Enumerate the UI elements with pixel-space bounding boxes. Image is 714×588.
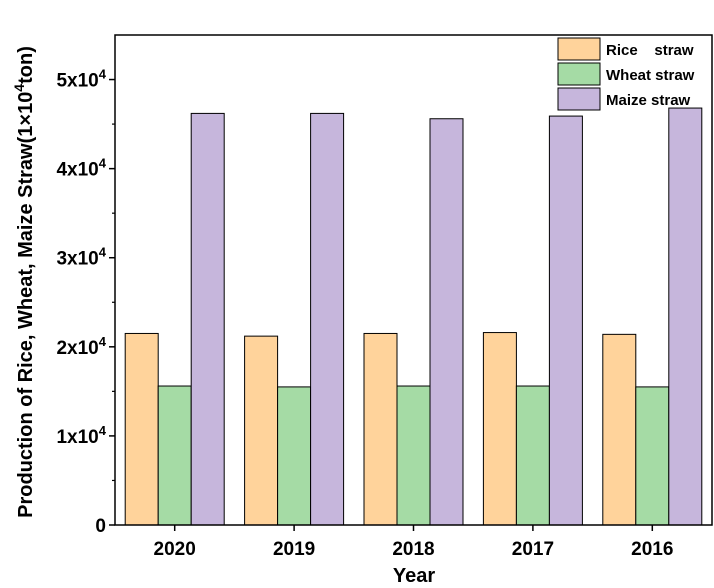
x-tick-label: 2018	[392, 539, 434, 560]
bar-rice-straw-2016	[603, 334, 636, 525]
legend-label: Wheat straw	[606, 67, 695, 84]
bar-rice-straw-2020	[125, 333, 158, 525]
legend-label: Maize straw	[606, 92, 691, 109]
y-tick-label: 4x104	[56, 156, 106, 181]
y-tick-label: 5x104	[56, 67, 106, 92]
y-axis-title: Production of Rice, Wheat, Maize Straw(1…	[11, 46, 37, 518]
x-tick-label: 2017	[512, 539, 554, 560]
x-axis-title: Year	[393, 565, 435, 587]
bar-rice-straw-2018	[364, 333, 397, 525]
y-tick-label: 3x104	[56, 245, 106, 270]
bar-rice-straw-2017	[483, 333, 516, 525]
bar-maize-straw-2019	[311, 113, 344, 525]
bar-maize-straw-2020	[191, 113, 224, 525]
bar-rice-straw-2019	[245, 336, 278, 525]
bar-maize-straw-2018	[430, 119, 463, 525]
legend-swatch	[558, 63, 600, 85]
y-tick-label: 0	[95, 516, 106, 537]
x-tick-label: 2020	[154, 539, 196, 560]
bar-wheat-straw-2017	[516, 386, 549, 525]
bar-wheat-straw-2019	[278, 387, 311, 525]
legend-swatch	[558, 88, 600, 110]
bar-maize-straw-2016	[669, 108, 702, 525]
x-tick-label: 2019	[273, 539, 315, 560]
y-tick-label: 2x104	[56, 334, 106, 359]
bar-maize-straw-2017	[549, 116, 582, 525]
bars-group	[125, 108, 702, 525]
legend: Rice straw Wheat straw Maize straw	[558, 38, 695, 110]
bar-wheat-straw-2020	[158, 386, 191, 525]
bar-wheat-straw-2016	[636, 387, 669, 525]
legend-label: Rice straw	[606, 42, 694, 59]
bar-wheat-straw-2018	[397, 386, 430, 525]
x-tick-label: 2016	[631, 539, 673, 560]
legend-swatch	[558, 38, 600, 60]
y-tick-label: 1x104	[56, 423, 106, 448]
